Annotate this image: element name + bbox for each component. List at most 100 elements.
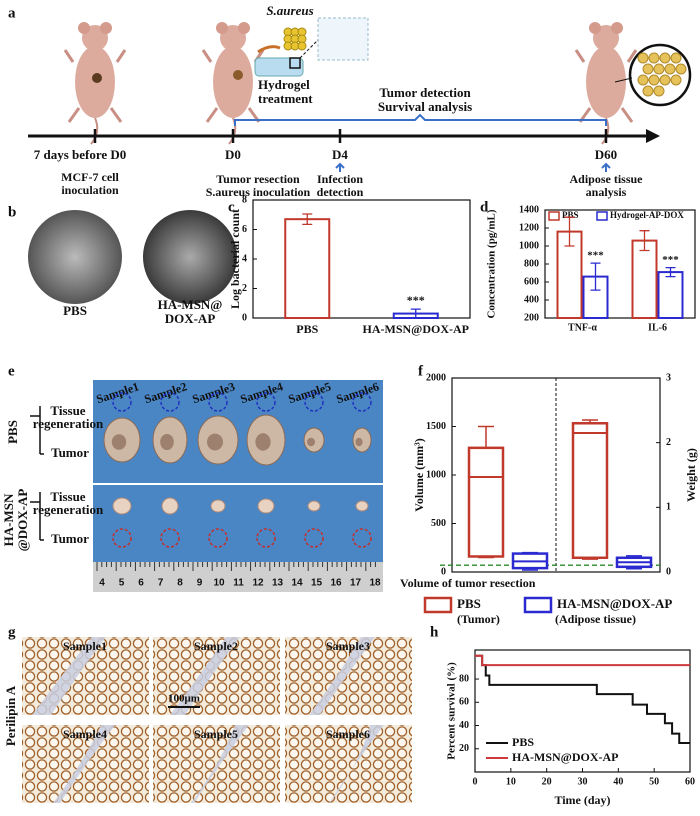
y-tick-label: 600	[524, 276, 539, 287]
sample-label: PBS	[63, 303, 87, 318]
adipose-tissue	[307, 500, 321, 512]
micrograph	[285, 637, 412, 715]
tissue-gap	[329, 725, 384, 803]
event-text: inoculation	[61, 183, 119, 197]
micrograph-label: Sample4	[63, 727, 107, 741]
ruler-number: 13	[272, 578, 284, 589]
x-tick-label: 40	[613, 776, 623, 787]
timeline-text: S.aureus	[266, 3, 313, 18]
axis-label: Volume (mm³)	[412, 438, 426, 511]
ruler-number: 14	[291, 578, 303, 589]
row-label: Tumor	[51, 445, 89, 460]
ruler-number: 18	[369, 578, 381, 589]
adipocyte	[637, 52, 649, 64]
tumor-spot	[207, 433, 223, 451]
adipose-tissue	[112, 497, 132, 515]
event-arrow	[335, 162, 345, 172]
x-tick-label: PBS	[296, 322, 318, 336]
mouse-leg	[201, 49, 213, 63]
adipose-tissue	[210, 499, 226, 513]
timeline-text: Hydrogel	[258, 77, 310, 92]
y-tick-label: 0	[441, 566, 446, 577]
mouse-body	[213, 46, 253, 118]
group-label: PBS	[5, 420, 20, 444]
mouse-leg	[63, 49, 75, 63]
zoom-box	[289, 57, 301, 69]
event-text: Adipose tissue	[569, 172, 643, 186]
adipocyte	[670, 74, 682, 86]
y-tick-label: 20	[459, 743, 469, 754]
x-tick-label: 30	[578, 776, 588, 787]
y-tick-label: 2	[242, 283, 247, 294]
scale-label: 100μm	[168, 693, 200, 705]
row-label: regeneration	[33, 502, 104, 517]
wound	[233, 70, 243, 80]
zoom-line	[299, 39, 319, 59]
event-text: analysis	[586, 185, 627, 199]
y-tick-label: 80	[459, 673, 469, 684]
tumor-spot	[111, 434, 127, 450]
legend-label: Hydrogel-AP-DOX	[610, 210, 684, 220]
hydrogel-photo	[143, 210, 237, 304]
timeline-text: Tumor detection	[379, 85, 471, 100]
bar	[631, 239, 658, 320]
legend-swatch	[523, 596, 553, 614]
mouse-leg	[205, 107, 219, 123]
legend-swatch	[423, 596, 453, 614]
row-label: Tumor	[51, 531, 89, 546]
y-tick-label: 500	[431, 518, 446, 529]
regeneration-site	[160, 392, 180, 412]
x-tick-label: 10	[506, 776, 516, 787]
y-tick-label: 1400	[519, 204, 539, 215]
box	[571, 422, 609, 560]
legend-swatch	[596, 211, 608, 221]
annotation: Volume of tumor resection	[400, 576, 536, 590]
mouse-ear	[611, 22, 623, 34]
legend-swatch	[548, 211, 560, 221]
error-bar	[590, 262, 601, 291]
adipocyte	[675, 63, 687, 75]
adipocyte	[659, 52, 671, 64]
error-bar	[564, 216, 575, 247]
event-arrow	[601, 162, 611, 172]
y-tick-label: 6	[242, 224, 247, 235]
y-tick-label: 4	[242, 253, 247, 264]
x-tick-label: 50	[649, 776, 659, 787]
axis-label: Log bacterial count	[228, 209, 242, 309]
regeneration-site	[112, 392, 132, 412]
event-text: Tumor resection	[216, 172, 300, 186]
adipocyte	[642, 85, 654, 97]
regeneration-site	[352, 392, 372, 412]
y-tick-label: 1000	[426, 469, 446, 480]
mouse-ear	[100, 22, 112, 34]
adipose-tissue	[161, 497, 179, 515]
sample-label: DOX-AP	[165, 311, 216, 326]
x-tick-label: TNF-α	[568, 322, 597, 333]
ruler-number: 11	[233, 578, 244, 589]
axis-label: Percent survival (%)	[446, 662, 458, 760]
y-tick-label: 400	[524, 294, 539, 305]
legend-sublabel: (Adipose tissue)	[555, 612, 636, 626]
ruler-number: 15	[311, 578, 323, 589]
y-tick-label: 1500	[426, 421, 446, 432]
box	[467, 446, 505, 558]
event-text: S.aureus inoculation	[206, 185, 311, 199]
axis-label: Time (day)	[554, 793, 610, 807]
row-label: Tissue	[50, 489, 85, 504]
bacteria	[297, 41, 307, 51]
panel-letter: c	[228, 199, 235, 215]
panel-letter: h	[430, 624, 439, 640]
y-tick-label: 40	[459, 720, 469, 731]
panel-letter: g	[8, 624, 16, 640]
adipose-tissue	[355, 500, 369, 512]
x-tick-label: HA-MSN@DOX-AP	[363, 322, 469, 336]
tumor-spot	[307, 437, 315, 447]
mouse	[63, 22, 127, 145]
error-bar	[639, 230, 650, 252]
event-day: 7 days before D0	[34, 147, 127, 162]
group-bracket	[30, 406, 44, 455]
group-bracket	[30, 492, 44, 541]
timeline-arrowhead	[646, 129, 660, 143]
panel-letter: e	[8, 363, 15, 379]
tissue-gap	[191, 725, 249, 803]
